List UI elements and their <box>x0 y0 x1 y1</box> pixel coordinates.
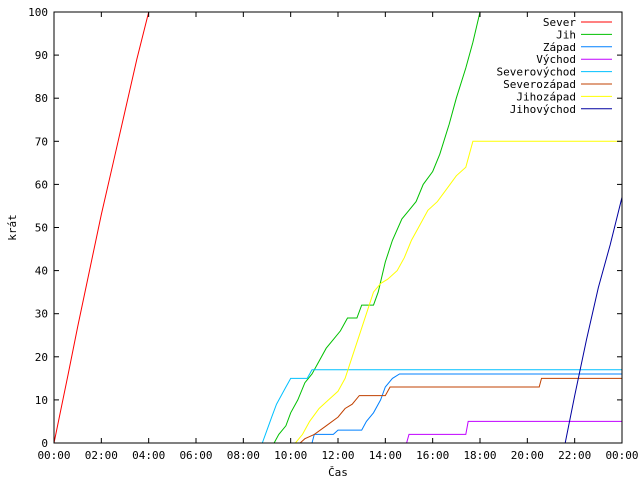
series-line-západ <box>54 373 622 443</box>
x-tick-label: 20:00 <box>511 449 544 462</box>
x-tick-label: 14:00 <box>369 449 402 462</box>
x-tick-label: 00:00 <box>37 449 70 462</box>
y-tick-label: 30 <box>35 308 48 321</box>
x-tick-label: 00:00 <box>605 449 638 462</box>
y-tick-label: 90 <box>35 49 48 62</box>
x-axis-label: Čas <box>328 466 348 479</box>
y-tick-label: 50 <box>35 222 48 235</box>
legend-label: Východ <box>536 53 576 66</box>
y-tick-label: 70 <box>35 135 48 148</box>
series-line-východ <box>54 420 622 443</box>
y-tick-label: 80 <box>35 92 48 105</box>
series-line-severozápad <box>54 377 622 443</box>
series-line-jihozápad <box>54 140 622 443</box>
legend-label: Sever <box>543 16 576 29</box>
legend-label: Severozápad <box>503 78 576 91</box>
legend-label: Jihovýchod <box>510 103 576 116</box>
axis-layer: 0 10 20 30 40 50 60 70 80 90 100 00:00 02:00 04:00 06:… <box>28 6 638 462</box>
series-line-jih <box>54 12 481 443</box>
y-axis-label: krát <box>6 214 19 241</box>
legend-label: Severovýchod <box>497 66 576 79</box>
y-tick-label: 20 <box>35 351 48 364</box>
x-tick-label: 02:00 <box>85 449 118 462</box>
legend-label: Jih <box>556 28 576 41</box>
legend-label: Jihozápad <box>516 90 576 103</box>
series-line-sever <box>54 12 150 443</box>
series-line-severovýchod <box>54 369 622 443</box>
x-tick-label: 04:00 <box>132 449 165 462</box>
legend: SeverJihZápadVýchodSeverovýchodSeverozáp… <box>497 16 612 116</box>
x-tick-label: 16:00 <box>416 449 449 462</box>
series-layer <box>54 12 622 443</box>
y-tick-label: 100 <box>28 6 48 19</box>
y-tick-label: 0 <box>41 437 48 450</box>
series-line-jihovýchod <box>54 197 622 443</box>
legend-label: Západ <box>543 41 576 54</box>
y-tick-label: 60 <box>35 178 48 191</box>
y-tick-label: 10 <box>35 394 48 407</box>
x-tick-label: 12:00 <box>321 449 354 462</box>
x-tick-label: 22:00 <box>558 449 591 462</box>
x-tick-label: 06:00 <box>179 449 212 462</box>
y-tick-label: 40 <box>35 265 48 278</box>
x-tick-label: 18:00 <box>463 449 496 462</box>
x-tick-label: 10:00 <box>274 449 307 462</box>
x-tick-label: 08:00 <box>227 449 260 462</box>
